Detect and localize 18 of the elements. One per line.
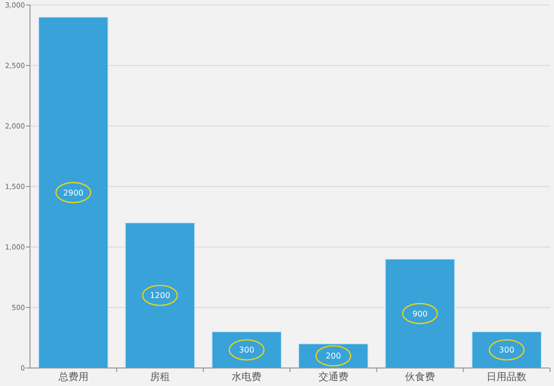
x-tick-label: 交通费 <box>318 371 348 383</box>
x-tick-label: 日用品数 <box>486 372 527 383</box>
data-label: 300 <box>239 346 254 355</box>
bar <box>384 258 456 368</box>
x-tick-label: 总费用 <box>57 371 88 383</box>
data-label: 300 <box>499 346 514 355</box>
x-tick-label: 伙食费 <box>405 371 435 383</box>
data-label: 1200 <box>150 291 170 300</box>
bar <box>38 16 108 368</box>
bar <box>472 331 542 368</box>
bar <box>124 222 196 368</box>
data-label: 900 <box>412 309 428 318</box>
data-label: 2900 <box>63 188 84 198</box>
data-label: 200 <box>326 352 341 361</box>
bar <box>212 331 282 368</box>
x-tick-label: 房租 <box>150 371 170 383</box>
x-tick-label: 水电费 <box>232 371 262 383</box>
bar <box>298 343 368 368</box>
